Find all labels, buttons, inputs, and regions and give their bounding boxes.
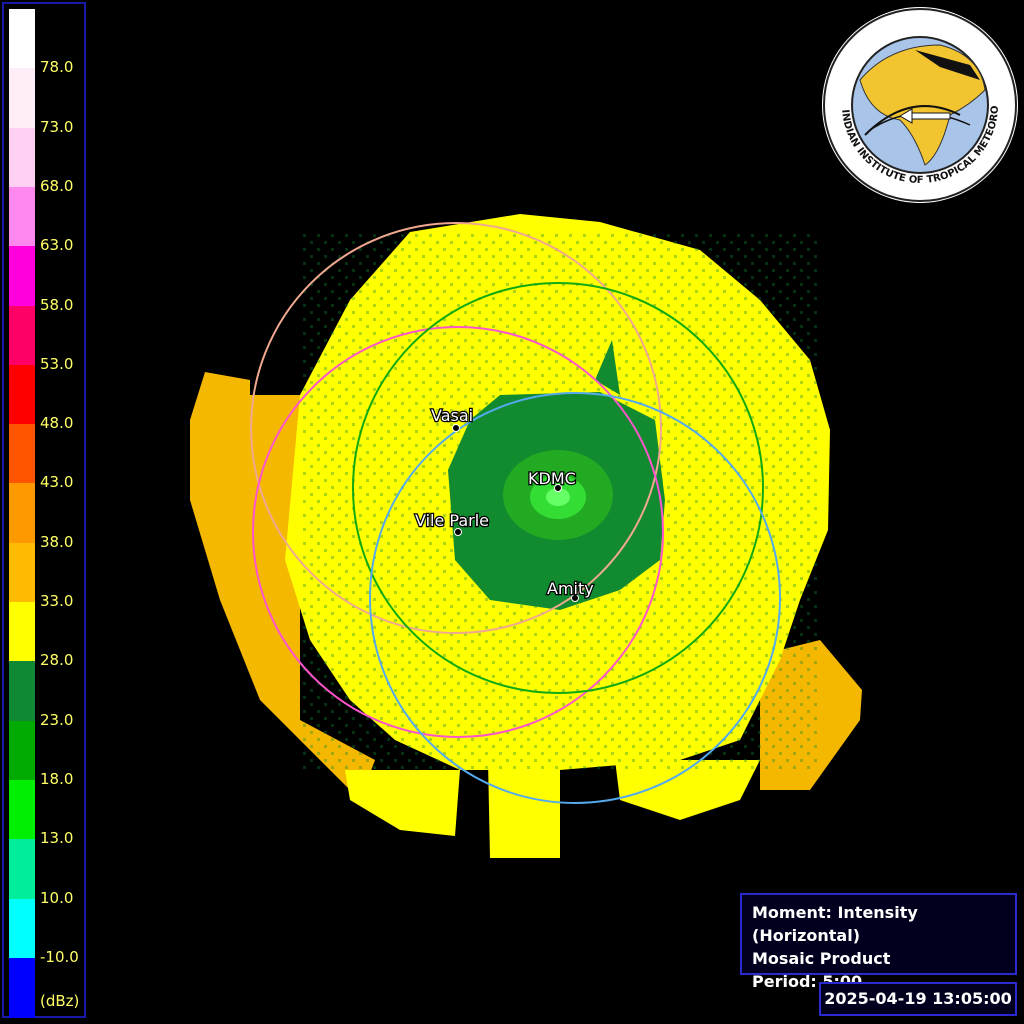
site-label-vile-parle: Vile Parle bbox=[415, 511, 489, 530]
echo-sector-west bbox=[190, 372, 375, 800]
range-ring-amity bbox=[369, 392, 781, 804]
legend-tick-label: 23.0 bbox=[40, 710, 74, 729]
legend-band-8 bbox=[9, 483, 35, 544]
legend-band-5 bbox=[9, 305, 35, 366]
legend-tick-label: 48.0 bbox=[40, 414, 74, 433]
legend-tick-label: -10.0 bbox=[40, 947, 79, 966]
legend-tick-label: 33.0 bbox=[40, 592, 74, 610]
echo-sector-southwest bbox=[345, 770, 460, 836]
legend-band-2 bbox=[9, 127, 35, 188]
site-marker-amity[interactable] bbox=[571, 594, 579, 602]
legend-band-4 bbox=[9, 246, 35, 306]
site-label-vasai: Vasai bbox=[431, 406, 473, 425]
legend-tick-label: 38.0 bbox=[40, 532, 74, 551]
legend-tick-label: 43.0 bbox=[40, 473, 74, 492]
legend-band-12 bbox=[9, 720, 35, 781]
radar-range-rings bbox=[250, 222, 781, 804]
legend-band-10 bbox=[9, 602, 35, 662]
legend-tick-label: 78.0 bbox=[40, 58, 74, 77]
radar-sites: Vasai KDMC Vile Parle Amity bbox=[414, 405, 595, 602]
legend-unit-label: (dBz) bbox=[40, 992, 80, 1010]
echo-core-lightest bbox=[546, 488, 570, 506]
legend-band-13 bbox=[9, 779, 35, 840]
legend-tick-label: 68.0 bbox=[40, 176, 74, 195]
legend-tick-label: 10.0 bbox=[40, 888, 74, 907]
legend-band-1 bbox=[9, 68, 35, 129]
info-moment: Moment: Intensity (Horizontal) bbox=[752, 903, 918, 945]
legend-tick-label: 28.0 bbox=[40, 651, 74, 670]
legend-band-16 bbox=[9, 957, 35, 1018]
echo-sector-south bbox=[488, 760, 560, 858]
legend-tick-label: 13.0 bbox=[40, 829, 74, 848]
echo-core bbox=[448, 340, 665, 610]
site-marker-kdmc[interactable] bbox=[554, 484, 562, 492]
site-marker-vasai[interactable] bbox=[452, 424, 460, 432]
legend-band-9 bbox=[9, 542, 35, 603]
range-ring-vile-parle bbox=[252, 326, 664, 738]
legend-tick-label: 53.0 bbox=[40, 354, 74, 373]
legend-tick-label: 63.0 bbox=[40, 236, 74, 255]
range-ring-vasai bbox=[250, 222, 662, 634]
iitm-logo: INDIAN INSTITUTE OF TROPICAL METEOROLOGY… bbox=[820, 5, 1018, 203]
site-marker-vile-parle[interactable] bbox=[454, 528, 462, 536]
legend-tick-label: 73.0 bbox=[40, 117, 74, 136]
legend-tick-label: 18.0 bbox=[40, 769, 74, 788]
legend-tick-label: 58.0 bbox=[40, 295, 74, 314]
legend-band-7 bbox=[9, 424, 35, 484]
legend-band-14 bbox=[9, 839, 35, 899]
site-label-amity: Amity bbox=[547, 579, 594, 598]
echo-sector-south-east-fragment bbox=[615, 760, 760, 820]
range-ring-kdmc bbox=[352, 282, 764, 694]
legend-band-6 bbox=[9, 364, 35, 425]
legend-band-3 bbox=[9, 186, 35, 247]
reflectivity-color-legend: 78.0 73.0 68.0 63.0 58.0 53.0 48.0 43.0 38.0 33.0… bbox=[2, 2, 86, 1018]
legend-band-0 bbox=[9, 9, 35, 69]
product-info-box: Moment: Intensity (Horizontal) Mosaic Pr… bbox=[740, 893, 1017, 991]
echo-core-spur bbox=[595, 340, 620, 395]
timestamp-box: 2025-04-19 13:05:00 bbox=[819, 982, 1017, 1016]
info-product: Mosaic Product bbox=[752, 949, 891, 968]
legend-band-15 bbox=[9, 898, 35, 959]
site-label-kdmc: KDMC bbox=[528, 469, 576, 488]
legend-band-11 bbox=[9, 661, 35, 722]
